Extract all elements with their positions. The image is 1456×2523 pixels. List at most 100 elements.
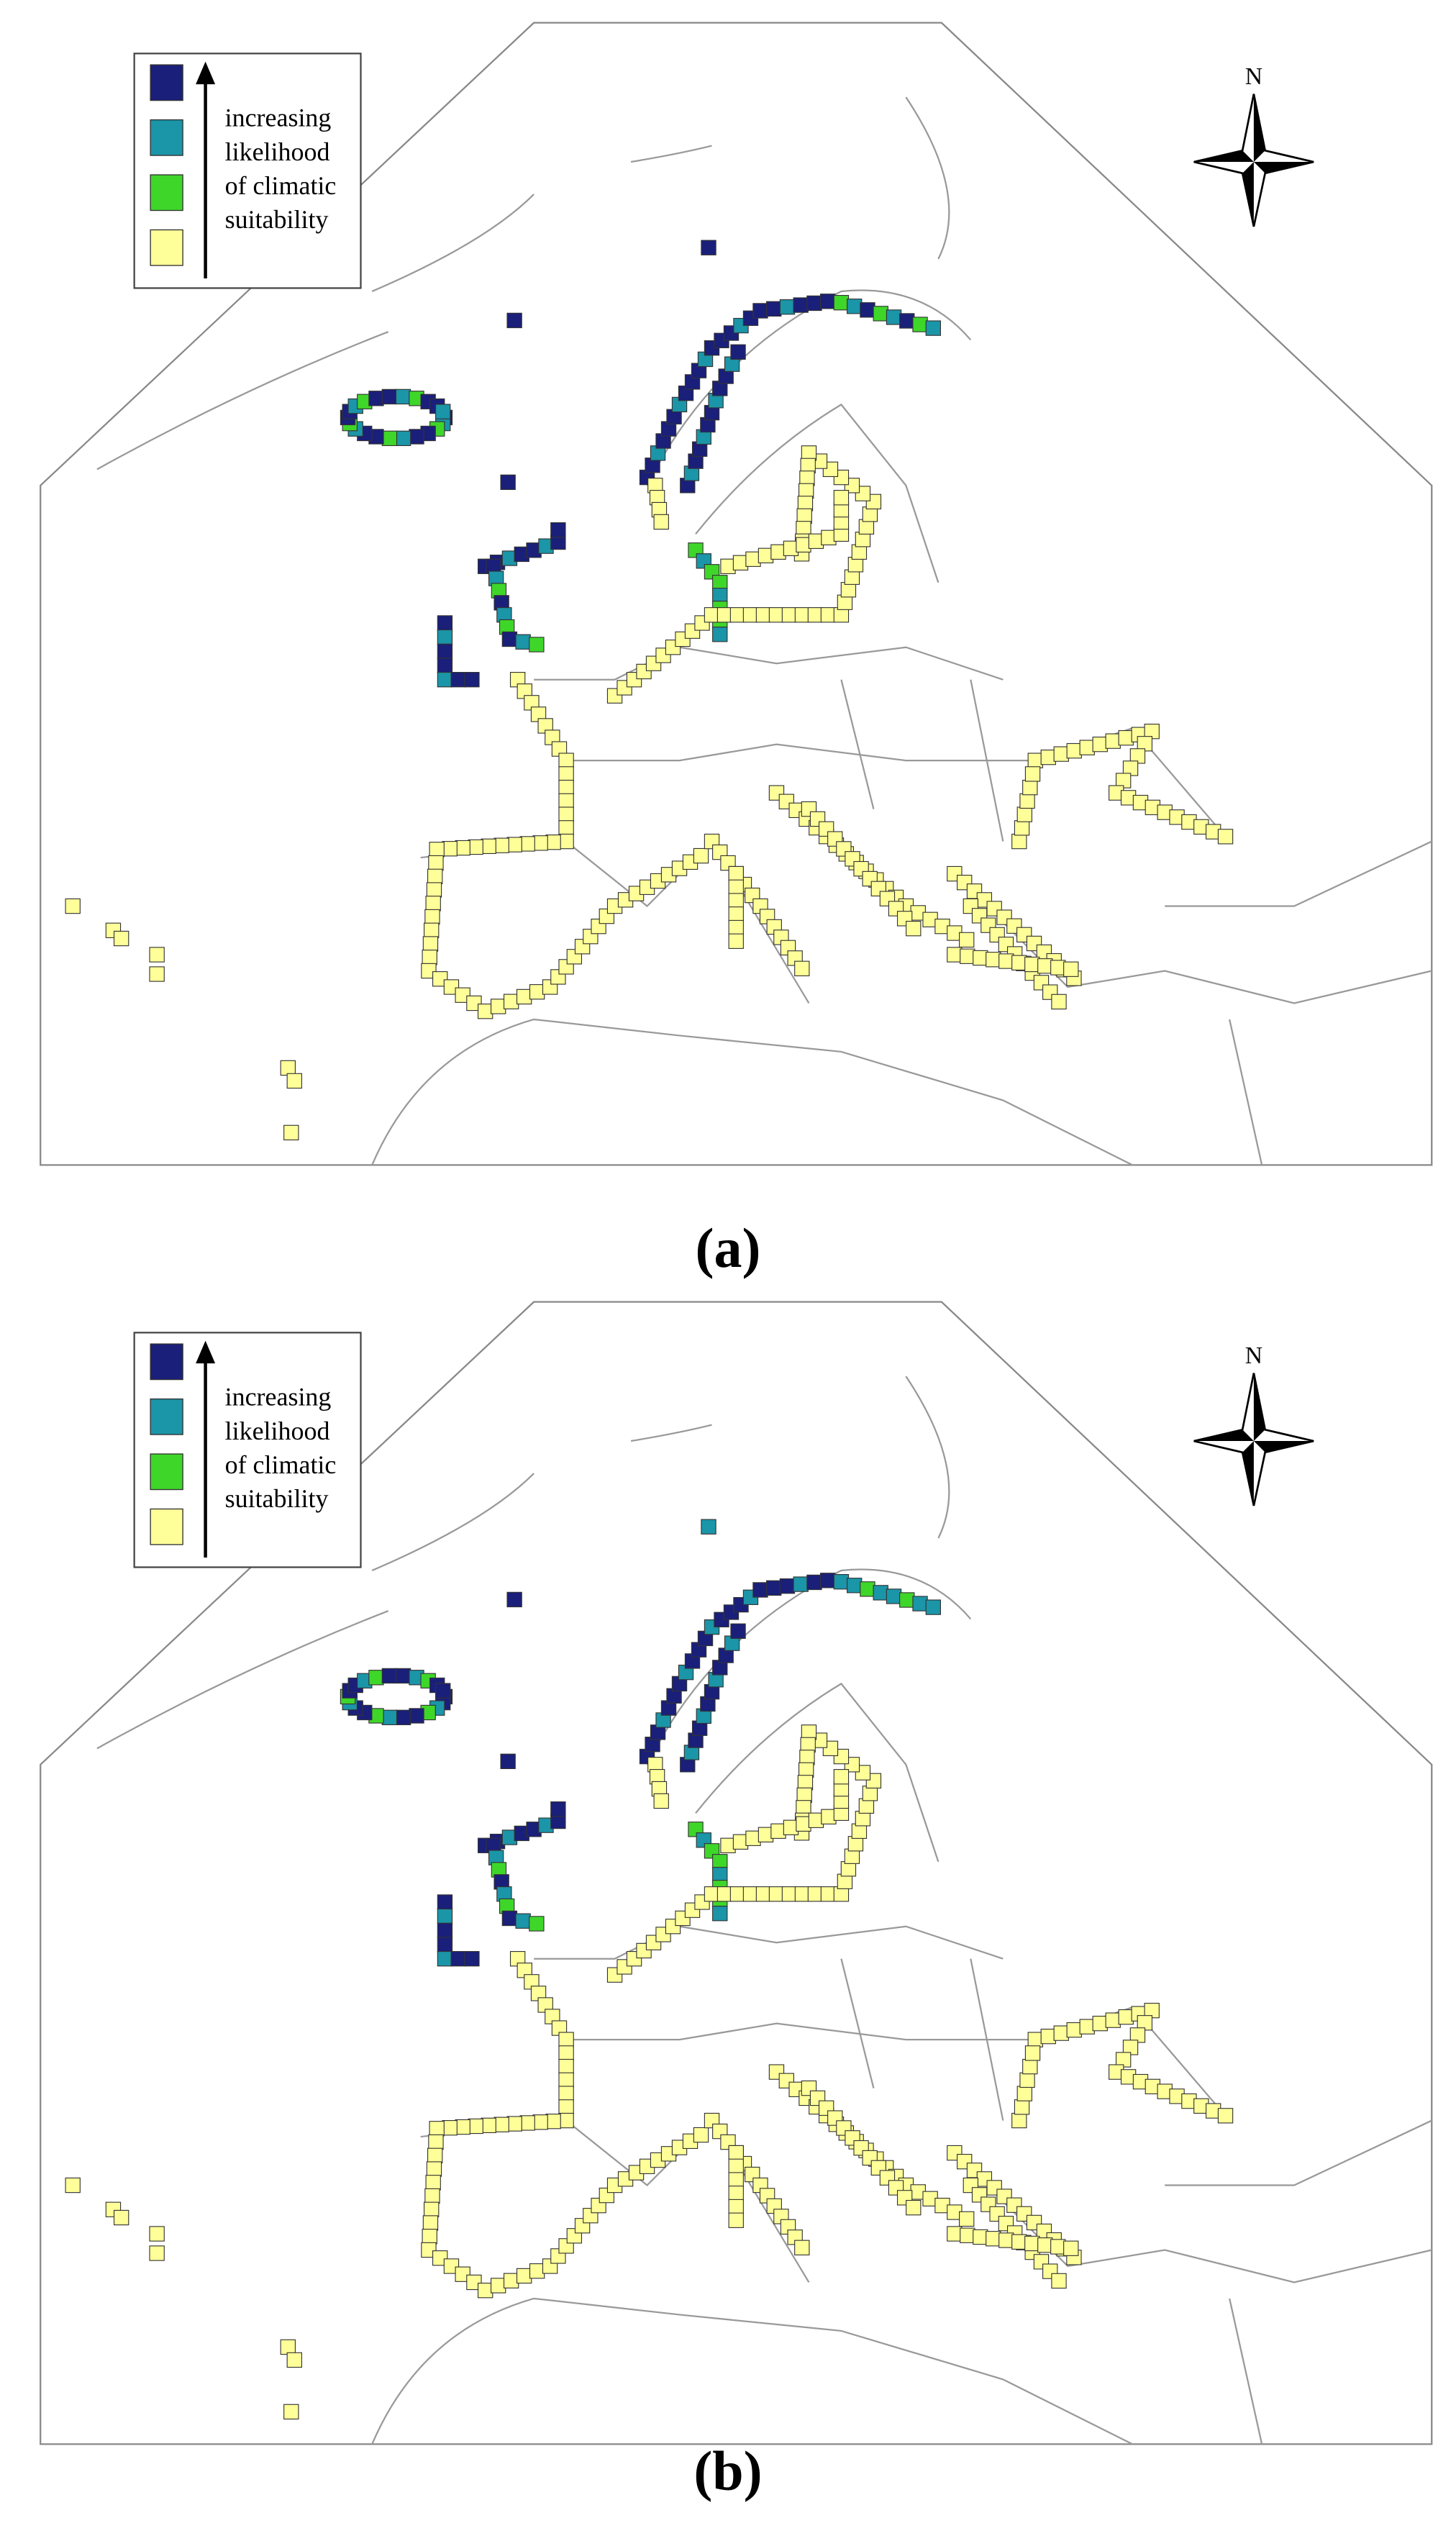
grid-cell bbox=[558, 806, 574, 822]
border-line bbox=[371, 2297, 1133, 2445]
grid-cell bbox=[1011, 955, 1027, 970]
grid-cell bbox=[1011, 2112, 1027, 2129]
grid-cell bbox=[437, 1922, 453, 1939]
grid-cell bbox=[1050, 2239, 1066, 2255]
grid-cell bbox=[481, 838, 496, 855]
grid-cell bbox=[1011, 833, 1027, 850]
grid-cell bbox=[860, 302, 875, 318]
legend-text: suitability bbox=[225, 1484, 329, 1513]
grid-cell bbox=[873, 1585, 888, 1601]
grid-cell bbox=[712, 1854, 728, 1870]
grid-cell bbox=[409, 1708, 424, 1724]
grid-cell bbox=[381, 388, 398, 405]
border-line bbox=[695, 403, 939, 583]
grid-cell bbox=[506, 312, 522, 329]
grid-cell bbox=[899, 1592, 915, 1608]
grid-cell bbox=[1016, 806, 1032, 822]
grid-cell bbox=[1014, 2099, 1030, 2115]
grid-cell bbox=[501, 1910, 518, 1927]
grid-cell bbox=[712, 588, 728, 604]
grid-cell bbox=[437, 1951, 453, 1967]
grid-cell bbox=[701, 1519, 716, 1535]
grid-cell bbox=[807, 607, 824, 623]
grid-cell bbox=[424, 2201, 440, 2217]
grid-cell bbox=[820, 1886, 837, 1902]
grid-cell bbox=[742, 1886, 759, 1902]
grid-cell bbox=[899, 313, 915, 329]
grid-cell bbox=[519, 836, 535, 852]
grid-cell bbox=[704, 607, 720, 623]
border-line bbox=[534, 1925, 1004, 1960]
grid-cell bbox=[1105, 733, 1121, 749]
grid-cell bbox=[368, 391, 384, 406]
grid-cell bbox=[545, 835, 561, 850]
grid-cell bbox=[728, 2199, 744, 2215]
grid-cell bbox=[1079, 740, 1095, 755]
grid-cell bbox=[558, 753, 574, 768]
grid-cell bbox=[428, 2134, 444, 2150]
grid-cell bbox=[1016, 2086, 1032, 2101]
grid-cell bbox=[712, 575, 728, 591]
border-line bbox=[566, 2022, 1036, 2041]
grid-cell bbox=[959, 932, 975, 948]
grid-cell bbox=[947, 947, 963, 963]
map-panel: increasing likelihood of climatic suitabili… bbox=[40, 1301, 1433, 2445]
grid-cell bbox=[806, 295, 822, 312]
grid-cell bbox=[558, 779, 574, 796]
grid-cell bbox=[781, 1886, 798, 1902]
border-line bbox=[1165, 840, 1432, 907]
grid-cell bbox=[558, 2032, 574, 2047]
border-line bbox=[970, 679, 1004, 842]
grid-cell bbox=[1027, 2032, 1043, 2047]
grid-cell bbox=[1024, 766, 1041, 782]
grid-cell bbox=[515, 634, 531, 650]
grid-cell bbox=[712, 1867, 728, 1883]
grid-cell bbox=[506, 2116, 522, 2132]
legend-text: likelihood bbox=[225, 137, 330, 166]
grid-cell bbox=[1118, 2009, 1134, 2025]
grid-cell bbox=[1037, 2237, 1053, 2253]
map-frame bbox=[40, 1301, 1433, 2445]
grid-cell bbox=[998, 953, 1014, 969]
grid-cell bbox=[781, 607, 798, 623]
grid-cell bbox=[395, 1709, 411, 1725]
grid-cell bbox=[558, 820, 574, 836]
grid-cell bbox=[986, 952, 1001, 968]
grid-cell bbox=[490, 2278, 506, 2294]
grid-cell bbox=[437, 1908, 453, 1924]
border-line bbox=[371, 1473, 534, 1571]
border-line bbox=[1229, 1019, 1263, 1165]
grid-cell bbox=[693, 847, 709, 864]
grid-cell bbox=[873, 306, 888, 322]
grid-cell bbox=[728, 893, 744, 909]
legend-swatch bbox=[150, 229, 183, 266]
grid-cell bbox=[280, 2339, 296, 2355]
grid-cell bbox=[766, 301, 782, 317]
grid-cell bbox=[506, 1591, 522, 1608]
grid-cell bbox=[464, 1951, 480, 1967]
grid-cell bbox=[450, 672, 466, 688]
grid-cell bbox=[1118, 729, 1134, 746]
grid-cell bbox=[558, 2072, 574, 2088]
border-line bbox=[630, 1424, 712, 1442]
grid-cell bbox=[558, 766, 574, 782]
grid-cell bbox=[422, 936, 439, 952]
grid-cell bbox=[1217, 2108, 1234, 2124]
grid-cell bbox=[468, 839, 483, 855]
grid-cell bbox=[1027, 753, 1043, 768]
grid-cell bbox=[794, 607, 811, 623]
grid-cell bbox=[558, 2099, 574, 2115]
legend-arrowhead bbox=[196, 61, 216, 85]
grid-cell bbox=[1066, 742, 1082, 759]
grid-cell bbox=[912, 317, 928, 332]
grid-cell bbox=[464, 672, 480, 688]
grid-cell bbox=[947, 2226, 963, 2242]
grid-cell bbox=[1051, 2273, 1067, 2289]
grid-cell bbox=[728, 2158, 744, 2174]
grid-cell bbox=[437, 658, 453, 673]
grid-cell bbox=[742, 607, 759, 623]
panel-label: (a) bbox=[695, 1217, 761, 1279]
grid-cell bbox=[437, 643, 453, 660]
grid-cell bbox=[437, 1937, 453, 1953]
grid-cell bbox=[450, 1951, 466, 1967]
